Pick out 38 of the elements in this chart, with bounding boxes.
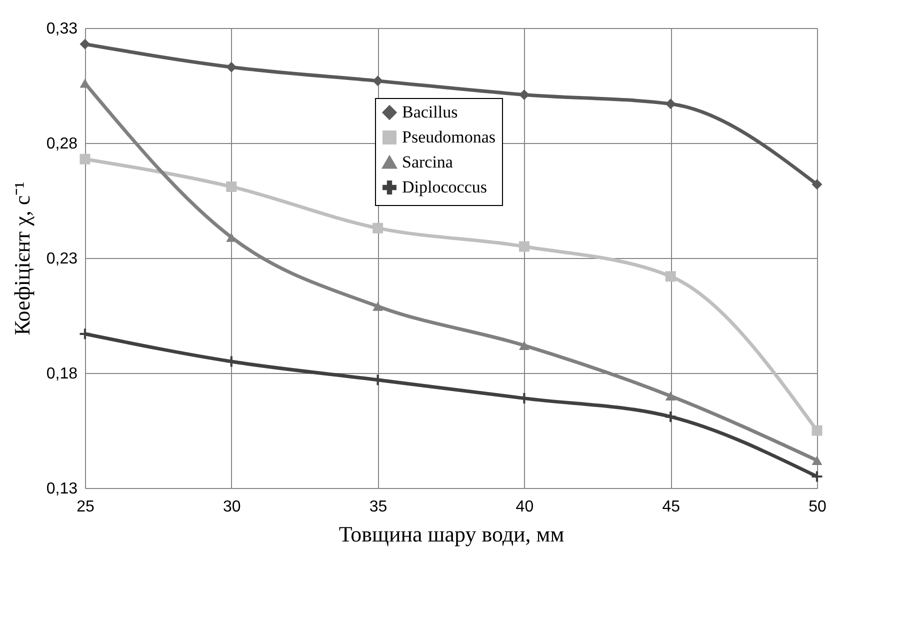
point bbox=[80, 154, 90, 164]
x-tick-label: 25 bbox=[76, 498, 94, 516]
legend-label: Pseudomonas bbox=[402, 128, 496, 146]
point bbox=[518, 241, 530, 252]
point bbox=[812, 425, 822, 436]
point bbox=[665, 271, 676, 282]
y-tick-label: 0,13 bbox=[46, 480, 78, 498]
point bbox=[372, 76, 384, 86]
y-tick-label: 0,28 bbox=[46, 136, 78, 152]
y-axis-title: Коефіцієнт χ, с⁻¹ bbox=[9, 182, 34, 336]
point bbox=[80, 38, 90, 50]
y-tick-label: 0,18 bbox=[46, 366, 78, 382]
y-tick-label: 0,23 bbox=[46, 250, 78, 268]
legend-label: Bacillus bbox=[402, 102, 458, 122]
point bbox=[226, 181, 237, 192]
point bbox=[812, 471, 822, 482]
x-tick-label: 50 bbox=[808, 498, 826, 516]
point bbox=[812, 179, 822, 190]
x-tick-label: 40 bbox=[516, 498, 534, 516]
x-tick-label: 30 bbox=[223, 498, 241, 516]
x-axis-title: Товщина шару води, мм bbox=[338, 522, 564, 546]
point bbox=[226, 62, 237, 72]
point bbox=[518, 89, 530, 100]
point bbox=[518, 393, 530, 404]
point bbox=[372, 222, 384, 234]
y-tick-label: 0,33 bbox=[46, 20, 78, 38]
point bbox=[80, 78, 90, 88]
x-tick-label: 45 bbox=[662, 498, 680, 516]
point bbox=[665, 391, 676, 401]
point bbox=[372, 302, 384, 311]
point bbox=[665, 411, 676, 422]
point bbox=[812, 456, 822, 465]
point bbox=[518, 340, 530, 350]
point bbox=[80, 328, 90, 340]
x-tick-label: 35 bbox=[369, 498, 388, 516]
point bbox=[665, 98, 676, 110]
legend-label: Diplococcus bbox=[402, 178, 487, 196]
legend-label: Sarcina bbox=[402, 152, 454, 172]
